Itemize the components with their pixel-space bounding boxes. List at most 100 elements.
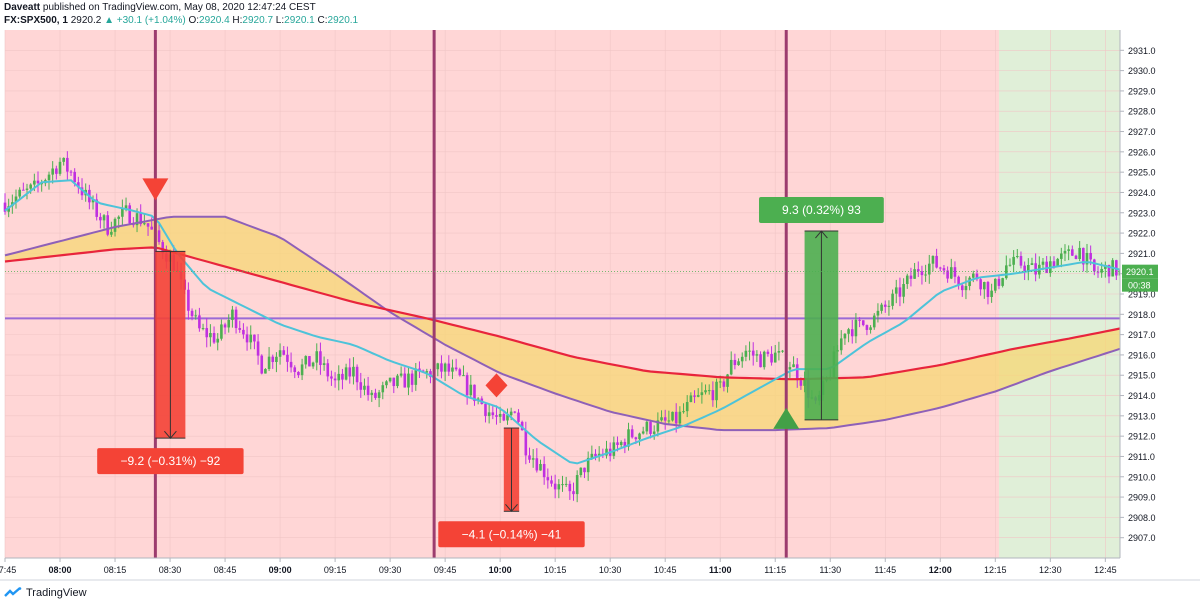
candle-body	[1019, 256, 1023, 266]
time-axis-tick-7: 09:30	[379, 565, 402, 575]
candle-body	[770, 353, 773, 363]
candle-body	[982, 282, 986, 290]
long-moving-average	[4, 215, 1121, 432]
candle-body	[370, 392, 374, 395]
candle-body	[1082, 247, 1085, 265]
candle-body	[715, 381, 718, 401]
countdown-tag-bg	[1122, 278, 1158, 292]
candle-body	[366, 385, 370, 395]
candle-body	[209, 333, 212, 338]
chart-header: Daveatt published on TradingView.com, Ma…	[0, 0, 1200, 28]
candle-body	[909, 275, 913, 279]
time-axis-tick-18: 12:15	[984, 565, 1007, 575]
candle-body	[528, 455, 531, 460]
candle-body	[667, 420, 671, 422]
time-axis-tick-17: 12:00	[929, 565, 952, 575]
fast-moving-average	[4, 179, 1121, 465]
candle-body	[711, 390, 715, 401]
candle-body	[788, 367, 792, 370]
candle-body	[1096, 271, 1100, 273]
candle-body	[440, 363, 443, 372]
time-axis-tick-2: 08:15	[104, 565, 127, 575]
measure-arrowhead-2	[815, 230, 828, 239]
price-axis-tick-11: 2918.0	[1128, 310, 1156, 320]
candle-body	[1067, 249, 1070, 251]
candle-body	[847, 329, 850, 334]
candle-body	[363, 385, 366, 390]
publish-info: published on TradingView.com, May 08, 20…	[42, 2, 316, 13]
candle-body	[759, 354, 762, 368]
candle-body	[187, 289, 190, 311]
price-axis-tick-6: 2913.0	[1128, 411, 1156, 421]
candle-body	[986, 282, 990, 297]
candle-body	[561, 484, 564, 486]
candle-body	[865, 325, 869, 330]
candle-body	[1008, 264, 1012, 266]
price-axis-tick-18: 2925.0	[1128, 168, 1156, 178]
high-label: H:	[232, 15, 243, 26]
price-axis-tick-3: 2910.0	[1128, 472, 1156, 482]
candle-body	[348, 367, 352, 377]
candle-body	[1100, 268, 1103, 273]
candle-body	[33, 180, 36, 185]
tradingview-logo[interactable]: TradingView	[4, 585, 87, 601]
candle-body	[1085, 252, 1089, 265]
author-name[interactable]: Daveatt	[4, 2, 41, 13]
candle-body	[649, 421, 652, 434]
candle-body	[275, 356, 278, 363]
candle-body	[429, 371, 432, 377]
candle-body	[935, 255, 938, 268]
candle-body	[487, 412, 491, 417]
candle-body	[227, 320, 231, 328]
candle-body	[957, 276, 960, 286]
candle-body	[1078, 247, 1081, 259]
candle-body	[737, 361, 740, 366]
candle-body	[388, 377, 392, 382]
candle-body	[311, 362, 315, 367]
candle-body	[517, 412, 520, 422]
candle-body	[949, 267, 953, 279]
candle-body	[553, 483, 557, 490]
candle-body	[946, 270, 949, 279]
candle-body	[744, 350, 748, 357]
candle-body	[355, 366, 359, 383]
candle-body	[110, 231, 113, 235]
candle-body	[201, 328, 205, 330]
time-axis-tick-20: 12:45	[1094, 565, 1117, 575]
candle-body	[51, 168, 54, 175]
candle-body	[535, 458, 539, 471]
price-axis-bg	[1120, 30, 1200, 578]
candle-body	[942, 268, 946, 271]
candle-body	[462, 375, 465, 377]
candle-body	[916, 269, 920, 272]
candle-body	[803, 378, 806, 386]
candle-body	[234, 309, 238, 329]
candle-body	[700, 392, 704, 396]
candle-body	[795, 364, 799, 381]
candle-body	[792, 364, 795, 368]
symbol-name[interactable]: FX:SPX500, 1	[4, 15, 68, 26]
candle-body	[660, 417, 663, 421]
candle-body	[1012, 256, 1015, 265]
candle-body	[212, 333, 216, 343]
time-axis-tick-12: 10:45	[654, 565, 677, 575]
candle-body	[674, 411, 678, 424]
candle-body	[506, 415, 509, 421]
candle-body	[231, 309, 234, 321]
candle-body	[1016, 256, 1019, 258]
time-axis-tick-6: 09:15	[324, 565, 347, 575]
candle-body	[278, 350, 282, 357]
candle-body	[322, 363, 326, 366]
candle-body	[542, 464, 546, 478]
publish-line: Daveatt published on TradingView.com, Ma…	[4, 2, 316, 13]
candle-body	[392, 377, 396, 387]
price-axis-tick-7: 2914.0	[1128, 391, 1156, 401]
candle-body	[40, 183, 43, 185]
candle-body	[436, 363, 440, 370]
candle-body	[872, 315, 876, 328]
candle-body	[627, 429, 630, 447]
candle-body	[403, 373, 407, 388]
candle-body	[590, 453, 594, 458]
price-axis-tick-8: 2915.0	[1128, 371, 1156, 381]
